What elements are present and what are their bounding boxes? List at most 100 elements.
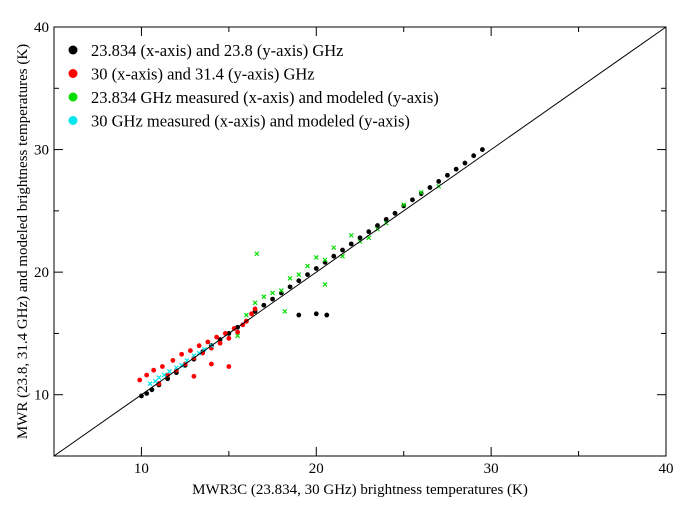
data-point	[366, 229, 372, 235]
legend-entry-label: 23.834 (x-axis) and 23.8 (y-axis) GHz	[91, 41, 343, 60]
data-point	[322, 257, 328, 263]
data-point	[214, 334, 220, 340]
data-point	[170, 357, 176, 363]
data-point	[340, 247, 345, 253]
data-point	[217, 340, 223, 346]
x-tick-label: 30	[484, 461, 499, 477]
data-point	[261, 302, 267, 308]
data-point	[191, 373, 197, 379]
y-tick-label: 20	[34, 265, 49, 281]
data-point	[436, 179, 442, 184]
data-point	[254, 251, 260, 257]
data-point	[139, 393, 144, 399]
x-tick-label: 10	[134, 461, 149, 477]
legend-entry-label: 23.834 GHz measured (x-axis) and modeled…	[91, 88, 439, 107]
data-point	[226, 335, 232, 341]
data-point	[418, 190, 424, 195]
data-point	[201, 346, 207, 352]
data-point	[196, 343, 202, 349]
data-point	[144, 372, 150, 378]
legend: 23.834 (x-axis) and 23.8 (y-axis) GHz 30 …	[68, 41, 439, 131]
data-point	[156, 375, 162, 380]
data-point	[375, 223, 380, 228]
data-point	[252, 300, 258, 306]
data-point	[252, 306, 258, 312]
data-point	[401, 203, 407, 209]
data-point	[249, 311, 254, 317]
data-point	[331, 245, 337, 251]
data-point	[305, 263, 310, 269]
data-point	[160, 364, 165, 369]
legend-marker	[68, 92, 78, 102]
data-point	[348, 241, 354, 247]
y-axis-label: MWR (23.8, 31.4 GHz) and modeled brightn…	[15, 44, 31, 439]
data-point	[287, 275, 293, 281]
data-point	[161, 372, 167, 378]
data-point	[187, 348, 193, 353]
data-point	[208, 361, 214, 367]
x-tick-label: 20	[309, 461, 324, 477]
data-point	[296, 272, 302, 278]
x-axis-label: MWR3C (23.834, 30 GHz) brightness temper…	[192, 482, 528, 498]
data-point	[313, 255, 319, 260]
data-point	[278, 288, 284, 293]
data-point	[226, 364, 232, 369]
y-tick-label: 30	[34, 143, 49, 159]
data-point	[348, 232, 354, 238]
data-point	[453, 166, 459, 172]
data-point	[270, 296, 275, 302]
data-point	[166, 369, 172, 374]
data-point	[287, 284, 293, 290]
data-point	[427, 185, 433, 190]
data-point	[243, 312, 249, 318]
data-point	[200, 350, 206, 356]
data-point	[196, 350, 202, 356]
data-point	[313, 311, 319, 317]
plot-frame	[53, 26, 667, 457]
data-point	[235, 329, 241, 335]
data-point	[137, 377, 143, 383]
legend-marker	[68, 69, 78, 78]
data-point	[480, 147, 485, 152]
data-points-layer	[137, 147, 485, 399]
data-point	[410, 197, 415, 203]
x-tick-label: 40	[659, 461, 674, 477]
data-point	[392, 210, 398, 216]
data-point	[179, 351, 185, 357]
axis-ticks	[53, 26, 667, 457]
data-point	[324, 312, 330, 318]
legend-marker	[68, 116, 78, 125]
data-point	[313, 266, 319, 271]
data-point	[445, 172, 450, 178]
y-tick-label: 40	[34, 20, 49, 36]
data-point	[205, 339, 211, 345]
data-point	[471, 153, 477, 159]
y-tick-label: 10	[34, 388, 49, 404]
data-point	[147, 381, 153, 387]
data-point	[165, 372, 171, 378]
data-point	[270, 290, 275, 296]
axis-tick-labels: 10 20 30 40 10 20 30 40	[34, 20, 674, 477]
legend-entry-label: 30 (x-axis) and 31.4 (y-axis) GHz	[91, 65, 315, 84]
data-point	[261, 294, 267, 300]
data-point	[152, 378, 158, 384]
data-point	[418, 191, 424, 197]
data-point	[462, 160, 468, 166]
identity-reference-line	[53, 26, 667, 457]
data-point	[151, 367, 157, 373]
data-point	[322, 281, 328, 287]
legend-marker	[68, 45, 78, 55]
data-point	[231, 326, 237, 331]
data-point	[305, 272, 310, 277]
series-3	[235, 183, 442, 339]
data-point	[357, 235, 363, 241]
data-point	[282, 308, 288, 314]
data-point	[296, 278, 302, 284]
data-point	[179, 362, 185, 368]
legend-entry-label: 30 GHz measured (x-axis) and modeled (y-…	[91, 112, 410, 131]
data-point	[331, 253, 337, 259]
data-point	[156, 381, 162, 387]
data-point	[401, 202, 407, 208]
